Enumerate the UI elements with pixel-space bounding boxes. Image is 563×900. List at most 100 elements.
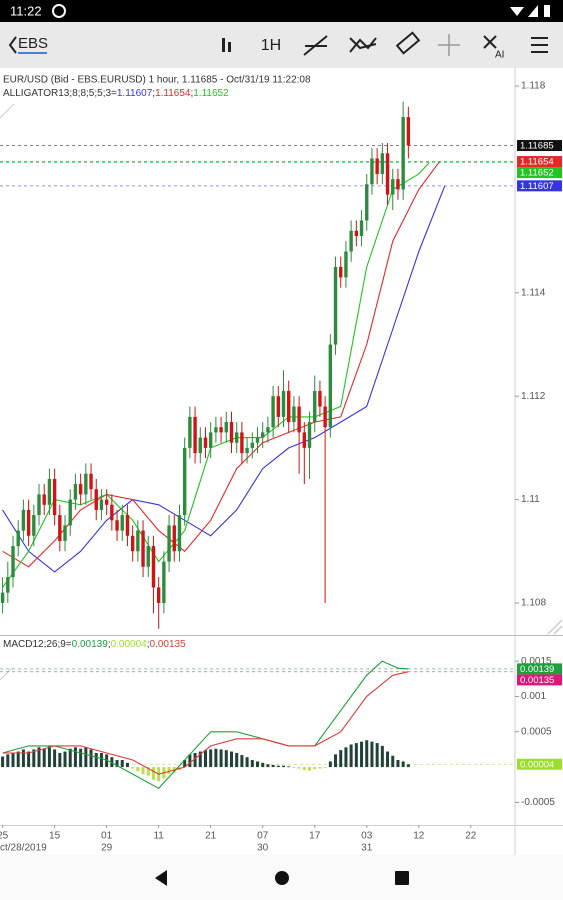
macd-bar — [375, 743, 379, 768]
candle-body — [219, 427, 223, 433]
candle-body — [245, 447, 249, 454]
chart-type-button[interactable] — [222, 38, 231, 52]
candle-body — [250, 442, 254, 448]
macd-bar — [89, 749, 93, 768]
ai-label[interactable]: AI — [495, 50, 504, 61]
timeframe-button[interactable]: 1H — [261, 37, 281, 54]
toolbar — [0, 22, 563, 68]
y-tick-label: 1.11 — [521, 494, 540, 505]
y-tick-label: 0.0005 — [521, 726, 552, 737]
indicator-name: MACD12;26;9= — [3, 639, 72, 650]
back-nav[interactable] — [155, 870, 167, 886]
macd-bar — [136, 767, 140, 772]
home-nav[interactable] — [275, 871, 289, 885]
candle-body — [349, 230, 353, 252]
candle-body — [37, 494, 41, 516]
indicator-line — [2, 660, 409, 789]
macd-bar — [302, 767, 306, 770]
price-label: 1.11654 — [520, 157, 554, 168]
crosshair-button[interactable] — [438, 34, 460, 56]
indicator-line — [2, 185, 446, 573]
x-tick-label: 03 — [361, 831, 373, 842]
candle-body — [99, 499, 104, 510]
candle-body — [0, 592, 5, 603]
macd-bar — [42, 748, 46, 768]
candle-body — [104, 499, 109, 505]
resize-handle — [0, 667, 13, 681]
candle-body — [229, 422, 234, 443]
macd-bar — [120, 760, 124, 768]
macd-bar — [11, 752, 15, 768]
indicator-button[interactable] — [303, 35, 328, 56]
x-tick-label: 12 — [413, 831, 425, 842]
macd-bar — [266, 764, 270, 768]
candle-body — [42, 494, 46, 505]
candle-body — [193, 416, 197, 454]
macd-bar — [73, 747, 77, 768]
chart-header: EUR/USD (Bid - EBS.EURUSD) 1 hour, 1.116… — [3, 75, 311, 86]
y-tick-label: 0.001 — [521, 691, 546, 702]
price-label-box — [517, 758, 562, 770]
macd-bar — [68, 748, 72, 768]
candle-body — [203, 437, 208, 448]
y-tick-label: 1.114 — [521, 287, 546, 298]
price-label-box — [517, 674, 562, 686]
x-tick-label: 15 — [49, 831, 61, 842]
indicator-legend: MACD12;26;9=0.00139;0.00004;0.00135 — [3, 639, 186, 650]
resize-handle — [547, 619, 563, 635]
y-tick-label: 1.112 — [521, 391, 546, 402]
signal-icon — [528, 5, 538, 17]
macd-bar — [401, 761, 405, 768]
candle-body — [365, 184, 369, 221]
x-tick-label: 07 — [257, 831, 269, 842]
macd-bar — [99, 752, 103, 768]
price-label: 0.00135 — [520, 675, 554, 686]
macd-bar — [27, 751, 31, 768]
wifi-icon — [510, 7, 524, 16]
candle-body — [120, 515, 124, 531]
macd-bar — [256, 761, 259, 768]
candle-body — [359, 220, 364, 236]
candle-body — [208, 432, 213, 448]
macd-bar — [365, 740, 369, 768]
macd-bar — [354, 743, 358, 768]
candle-body — [313, 391, 317, 423]
macd-bar — [84, 747, 88, 768]
candle-body — [271, 396, 275, 428]
macd-bar — [313, 767, 317, 770]
candle-body — [167, 525, 171, 562]
ai-button[interactable] — [483, 35, 497, 49]
candle-body — [141, 530, 145, 567]
candle-body — [391, 179, 395, 195]
ruler-button[interactable] — [395, 31, 421, 55]
price-label: 1.11607 — [520, 181, 554, 192]
x-tick-label: 22 — [465, 831, 477, 842]
candle-body — [281, 391, 286, 417]
candle-body — [302, 432, 307, 448]
macd-bar — [63, 751, 67, 768]
candle-body — [146, 546, 150, 567]
symbol[interactable]: EBS — [18, 35, 48, 52]
separator: ; — [147, 639, 150, 650]
candle-body — [266, 427, 270, 433]
status-bar — [0, 0, 563, 22]
drawing-button[interactable] — [349, 37, 377, 53]
macd-bar — [235, 752, 239, 768]
x-tick-label: 01 — [101, 831, 113, 842]
y-tick-label: -0.0005 — [521, 797, 555, 808]
macd-bar — [110, 757, 114, 768]
macd-bar — [391, 755, 395, 768]
price-label: 1.11652 — [520, 168, 554, 179]
candle-body — [52, 478, 57, 516]
candle-body — [32, 515, 36, 536]
macd-bar — [94, 752, 98, 768]
clock: 11:22 — [10, 3, 42, 18]
macd-bar — [287, 766, 291, 768]
macd-bar — [1, 756, 5, 768]
menu-button[interactable] — [531, 37, 548, 53]
indicator-value: 1.11654 — [155, 88, 191, 99]
macd-bar — [349, 744, 353, 768]
recent-nav[interactable] — [395, 871, 409, 885]
back-button[interactable] — [8, 36, 17, 54]
